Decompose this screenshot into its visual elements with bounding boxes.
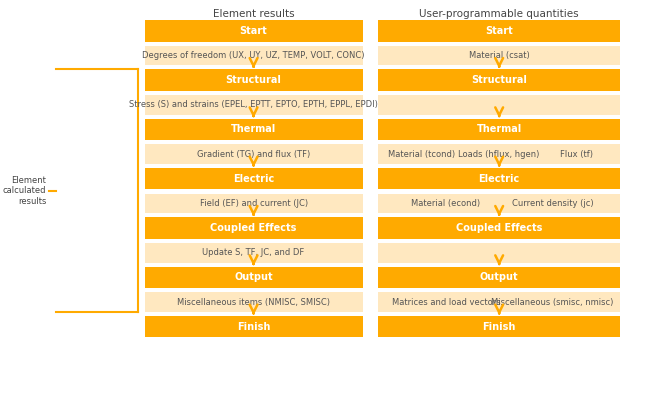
Bar: [378, 194, 620, 213]
Text: Current density (jc): Current density (jc): [511, 199, 593, 208]
Text: Output: Output: [234, 272, 273, 282]
Text: Start: Start: [485, 26, 513, 36]
Bar: [378, 243, 620, 263]
Bar: [144, 267, 362, 288]
Text: Electric: Electric: [479, 174, 520, 184]
Bar: [378, 316, 620, 337]
Bar: [378, 267, 620, 288]
Text: Output: Output: [480, 272, 519, 282]
Bar: [378, 46, 620, 65]
Bar: [144, 316, 362, 337]
Text: Gradient (TG) and flux (TF): Gradient (TG) and flux (TF): [197, 150, 310, 159]
Text: Material (tcond): Material (tcond): [388, 150, 455, 159]
Bar: [378, 168, 620, 189]
Text: Stress (S) and strains (EPEL, EPTT, EPTO, EPTH, EPPL, EPDI): Stress (S) and strains (EPEL, EPTT, EPTO…: [129, 100, 378, 109]
Bar: [378, 20, 620, 42]
Bar: [378, 119, 620, 140]
Bar: [144, 168, 362, 189]
Bar: [378, 144, 620, 164]
Bar: [378, 95, 620, 115]
Text: Structural: Structural: [471, 75, 527, 85]
Text: Thermal: Thermal: [231, 125, 276, 134]
Text: Structural: Structural: [226, 75, 281, 85]
Text: Flux (tf): Flux (tf): [561, 150, 593, 159]
Text: Matrices and load vectors: Matrices and load vectors: [392, 298, 500, 307]
Text: Material (csat): Material (csat): [469, 51, 530, 60]
Text: Degrees of freedom (UX, UY, UZ, TEMP, VOLT, CONC): Degrees of freedom (UX, UY, UZ, TEMP, VO…: [143, 51, 365, 60]
Bar: [144, 292, 362, 312]
Bar: [144, 69, 362, 91]
Text: Finish: Finish: [482, 322, 516, 332]
Text: Electric: Electric: [233, 174, 274, 184]
Text: Field (EF) and current (JC): Field (EF) and current (JC): [199, 199, 308, 208]
Text: Loads (hflux, hgen): Loads (hflux, hgen): [459, 150, 540, 159]
Text: Element results: Element results: [213, 9, 294, 19]
Text: Miscellaneous (smisc, nmisc): Miscellaneous (smisc, nmisc): [491, 298, 614, 307]
Text: Element
calculated
results: Element calculated results: [3, 176, 46, 206]
Bar: [144, 95, 362, 115]
Text: Material (econd): Material (econd): [412, 199, 481, 208]
Text: Thermal: Thermal: [477, 125, 522, 134]
Bar: [144, 144, 362, 164]
Text: User-programmable quantities: User-programmable quantities: [419, 9, 579, 19]
Text: Coupled Effects: Coupled Effects: [456, 223, 542, 233]
Bar: [378, 69, 620, 91]
Text: Start: Start: [240, 26, 268, 36]
Bar: [144, 20, 362, 42]
Bar: [144, 217, 362, 239]
Bar: [144, 46, 362, 65]
Text: Miscellaneous items (NMISC, SMISC): Miscellaneous items (NMISC, SMISC): [177, 298, 330, 307]
Text: Finish: Finish: [237, 322, 270, 332]
Bar: [378, 292, 620, 312]
Text: Update S, TF, JC, and DF: Update S, TF, JC, and DF: [203, 248, 304, 257]
Bar: [144, 119, 362, 140]
Bar: [144, 194, 362, 213]
Bar: [144, 243, 362, 263]
Bar: [378, 217, 620, 239]
Text: Coupled Effects: Coupled Effects: [210, 223, 297, 233]
